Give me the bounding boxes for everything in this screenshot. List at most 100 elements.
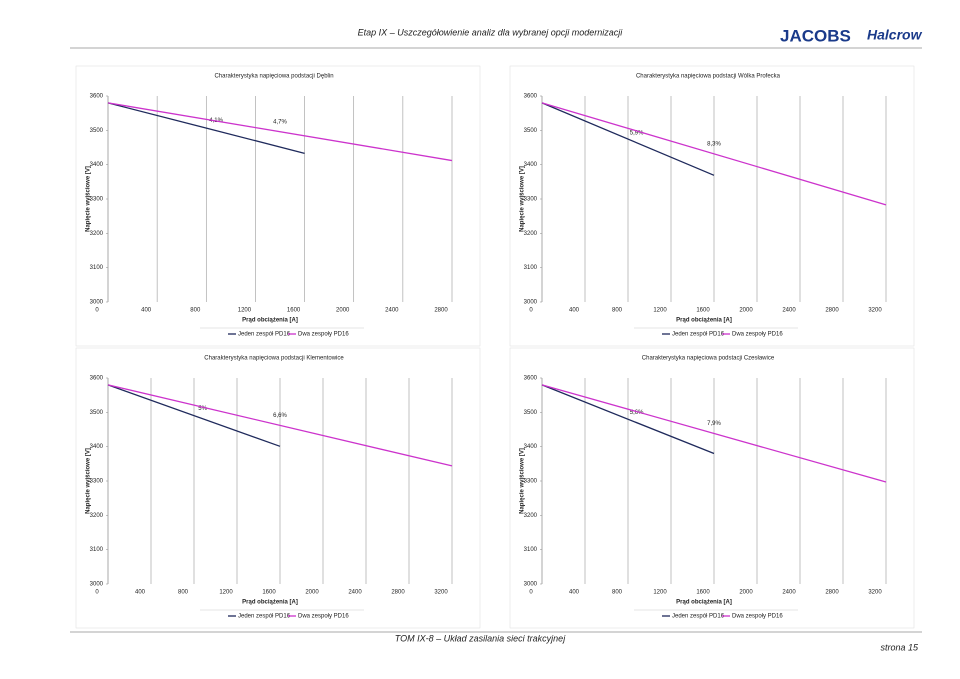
x-tick-label: 1200 <box>238 308 252 314</box>
x-tick-label: 3200 <box>868 590 882 596</box>
annotation: 4,7% <box>273 119 287 125</box>
x-tick-label: 400 <box>569 590 580 596</box>
chart-title: Charakterystyka napięciowa podstacji Dęb… <box>214 74 333 80</box>
y-tick-label: 3300 <box>90 479 104 485</box>
x-tick-label: 800 <box>612 308 623 314</box>
series-line <box>107 102 453 162</box>
y-tick-label: 3100 <box>524 547 538 553</box>
x-tick-label: 2800 <box>434 308 448 314</box>
x-tick-label: 400 <box>135 590 146 596</box>
legend-label: Dwa zespoły PD16 <box>298 614 349 620</box>
x-tick-label: 0 <box>529 308 533 314</box>
x-tick-label: 1600 <box>262 590 276 596</box>
y-tick-label: 3100 <box>90 547 104 553</box>
x-axis-label: Prąd obciążenia [A] <box>242 600 298 606</box>
x-tick-label: 2400 <box>348 590 362 596</box>
y-tick-label: 3000 <box>524 582 538 588</box>
x-tick-label: 400 <box>569 308 580 314</box>
y-axis-label: Napięcie wyjściowe [V] <box>86 166 92 232</box>
y-tick-label: 3400 <box>90 162 104 168</box>
y-tick-label: 3500 <box>90 128 104 134</box>
page-number: strona 15 <box>880 642 919 652</box>
y-tick-label: 3600 <box>524 376 538 382</box>
y-tick-label: 3000 <box>90 300 104 306</box>
chart-title: Charakterystyka napięciowa podstacji Wól… <box>636 74 781 80</box>
x-tick-label: 2800 <box>391 590 405 596</box>
x-tick-label: 0 <box>529 590 533 596</box>
y-tick-label: 3100 <box>524 265 538 271</box>
legend-label: Dwa zespoły PD16 <box>298 332 349 338</box>
series-line <box>107 384 453 467</box>
y-tick-label: 3600 <box>90 94 104 100</box>
y-tick-label: 3500 <box>524 410 538 416</box>
x-tick-label: 0 <box>95 590 99 596</box>
y-tick-label: 3200 <box>524 231 538 237</box>
series-line <box>107 384 281 447</box>
x-tick-label: 3200 <box>434 590 448 596</box>
legend-label: Jeden zespół PD16 <box>672 332 725 338</box>
logo: Halcrow <box>867 27 923 43</box>
annotation: 5,6% <box>630 410 644 416</box>
y-tick-label: 3500 <box>524 128 538 134</box>
panel-frame <box>509 65 915 347</box>
panel-frame <box>75 65 481 347</box>
y-tick-label: 3000 <box>524 300 538 306</box>
x-tick-label: 3200 <box>868 308 882 314</box>
x-tick-label: 0 <box>95 308 99 314</box>
x-tick-label: 1200 <box>219 590 233 596</box>
legend-label: Jeden zespół PD16 <box>672 614 725 620</box>
series-line <box>107 102 305 154</box>
legend-label: Dwa zespoły PD16 <box>732 614 783 620</box>
series-line <box>541 102 715 176</box>
y-tick-label: 3000 <box>90 582 104 588</box>
x-tick-label: 800 <box>612 590 623 596</box>
x-axis-label: Prąd obciążenia [A] <box>676 600 732 606</box>
panel-frame <box>509 347 915 629</box>
x-tick-label: 2400 <box>782 308 796 314</box>
chart-title: Charakterystyka napięciowa podstacji Kle… <box>204 356 344 362</box>
x-tick-label: 800 <box>190 308 201 314</box>
annotation: 8,3% <box>707 141 721 147</box>
y-tick-label: 3300 <box>90 197 104 203</box>
annotation: 7,9% <box>707 421 721 427</box>
legend-label: Jeden zespół PD16 <box>238 614 291 620</box>
x-tick-label: 2000 <box>336 308 350 314</box>
x-axis-label: Prąd obciążenia [A] <box>676 318 732 324</box>
panel-frame <box>75 347 481 629</box>
y-tick-label: 3600 <box>90 376 104 382</box>
footer-text: TOM IX-8 – Układ zasilania sieci trakcyj… <box>395 633 566 643</box>
legend-label: Dwa zespoły PD16 <box>732 332 783 338</box>
y-tick-label: 3200 <box>524 513 538 519</box>
x-tick-label: 1600 <box>287 308 301 314</box>
y-tick-label: 3500 <box>90 410 104 416</box>
x-tick-label: 2800 <box>825 308 839 314</box>
x-tick-label: 2000 <box>739 590 753 596</box>
y-tick-label: 3100 <box>90 265 104 271</box>
y-tick-label: 3300 <box>524 479 538 485</box>
y-tick-label: 3300 <box>524 197 538 203</box>
series-line <box>541 384 715 455</box>
logo: JACOBS <box>780 26 851 45</box>
x-tick-label: 1200 <box>653 308 667 314</box>
y-tick-label: 3400 <box>90 444 104 450</box>
series-line <box>541 384 887 483</box>
header-title: Etap IX – Uszczegółowienie analiz dla wy… <box>358 27 624 37</box>
annotation: 6,6% <box>273 413 287 419</box>
x-tick-label: 2800 <box>825 590 839 596</box>
chart-title: Charakterystyka napięciowa podstacji Cze… <box>642 356 775 362</box>
annotation: 5,9% <box>630 130 644 136</box>
y-tick-label: 3200 <box>90 513 104 519</box>
x-tick-label: 2000 <box>305 590 319 596</box>
y-axis-label: Napięcie wyjściowe [V] <box>86 448 92 514</box>
x-tick-label: 1200 <box>653 590 667 596</box>
y-axis-label: Napięcie wyjściowe [V] <box>520 166 526 232</box>
x-tick-label: 1600 <box>696 308 710 314</box>
x-tick-label: 800 <box>178 590 189 596</box>
x-axis-label: Prąd obciążenia [A] <box>242 318 298 324</box>
y-tick-label: 3600 <box>524 94 538 100</box>
y-tick-label: 3400 <box>524 444 538 450</box>
x-tick-label: 2000 <box>739 308 753 314</box>
x-tick-label: 400 <box>141 308 152 314</box>
x-tick-label: 2400 <box>782 590 796 596</box>
